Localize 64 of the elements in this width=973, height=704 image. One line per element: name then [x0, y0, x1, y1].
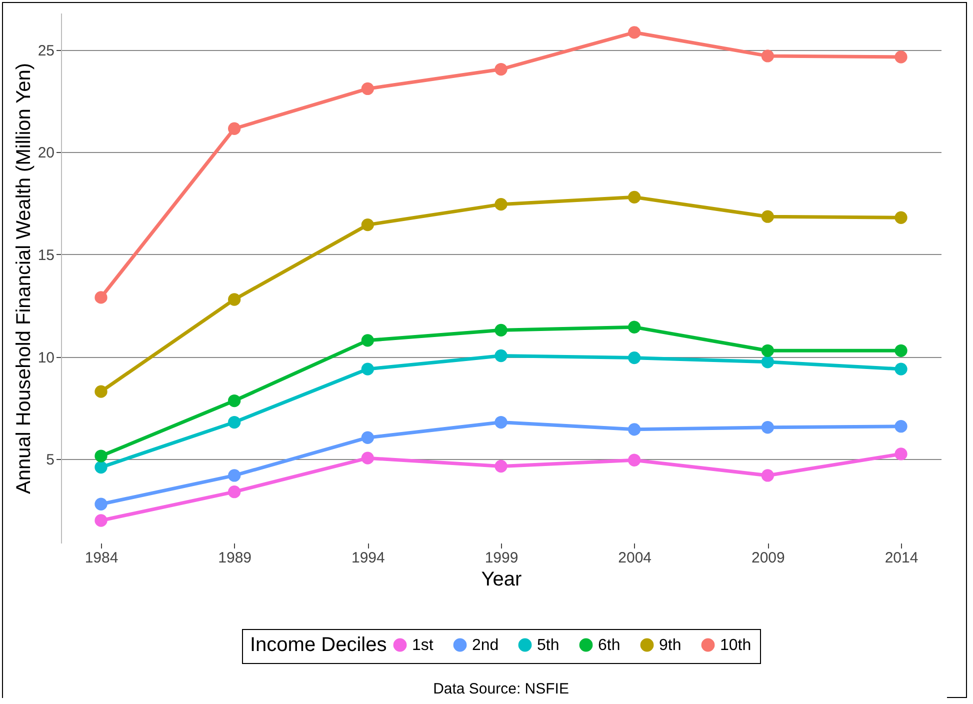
x-tick-label: 1999	[484, 550, 518, 566]
point	[228, 469, 241, 482]
point	[361, 82, 374, 96]
point	[761, 50, 774, 62]
point	[361, 218, 374, 232]
point	[494, 62, 508, 76]
x-tick-label: 1994	[351, 550, 385, 566]
point	[361, 431, 374, 444]
legend-label: 6th	[598, 637, 620, 654]
point	[94, 291, 108, 304]
point	[628, 190, 641, 204]
y-tick-label: 5	[46, 452, 54, 469]
point	[94, 514, 108, 527]
point	[894, 420, 908, 433]
y-tick-label: 15	[38, 246, 54, 264]
point	[94, 498, 108, 510]
point	[894, 344, 908, 357]
x-tick-label: 2004	[618, 550, 652, 566]
point	[761, 421, 774, 434]
point	[894, 50, 908, 64]
legend-label: 2nd	[472, 637, 499, 654]
x-tick-label: 1989	[218, 550, 252, 566]
point	[761, 356, 774, 368]
point	[761, 469, 774, 482]
point	[228, 486, 241, 498]
point	[894, 362, 908, 376]
point	[628, 320, 641, 334]
source-note: Data Source: NSFIE	[433, 680, 569, 698]
point	[494, 349, 508, 362]
x-tick-label: 2014	[884, 550, 918, 566]
legend-label: 1st	[412, 637, 434, 654]
y-tick-label: 10	[38, 349, 54, 366]
point	[94, 460, 108, 474]
point	[228, 122, 241, 135]
legend-label: 9th	[659, 637, 682, 654]
point	[628, 454, 641, 466]
y-tick-label: 25	[38, 42, 54, 60]
point	[361, 334, 374, 347]
point	[628, 423, 641, 436]
point	[894, 211, 908, 224]
point	[94, 385, 108, 398]
point	[628, 351, 641, 364]
x-tick-label: 1984	[84, 550, 118, 566]
x-tick-label: 2009	[751, 550, 785, 566]
point	[494, 324, 508, 336]
point	[228, 416, 241, 429]
point	[494, 416, 508, 429]
legend-title: Income Deciles	[250, 634, 387, 656]
y-axis-title: Annual Household Financial Wealth (Million Yen)	[12, 63, 35, 494]
legend-label: 5th	[537, 637, 560, 654]
point	[761, 344, 774, 357]
point	[361, 362, 374, 376]
x-axis-title: Year	[481, 568, 522, 590]
point	[894, 448, 908, 460]
point	[628, 26, 641, 39]
point	[228, 394, 241, 408]
point	[761, 210, 774, 223]
point	[361, 452, 374, 464]
point	[494, 460, 508, 473]
legend-label: 10th	[720, 637, 752, 654]
point	[494, 198, 508, 211]
point	[228, 293, 241, 306]
point	[94, 450, 108, 462]
y-tick-label: 20	[38, 144, 54, 162]
